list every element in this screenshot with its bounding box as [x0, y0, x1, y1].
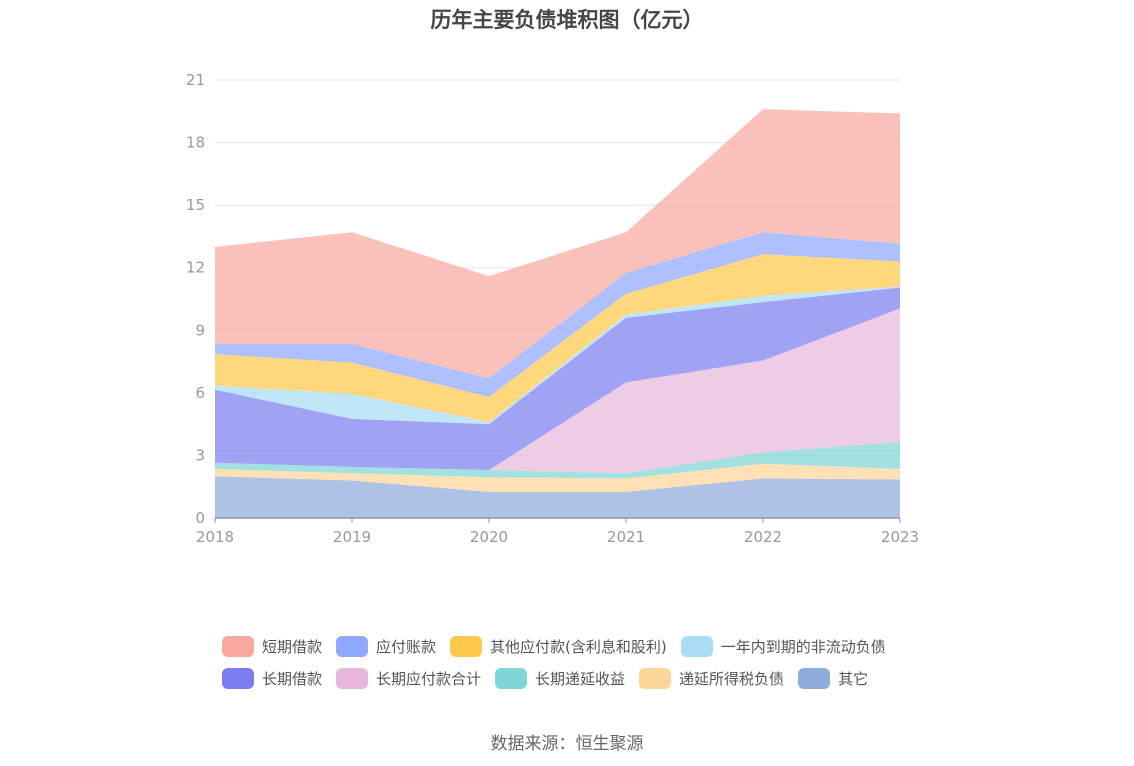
legend-swatch — [336, 667, 369, 689]
legend-swatch — [680, 635, 713, 657]
legend-label: 递延所得税负债 — [679, 669, 785, 688]
legend-item[interactable]: 其它 — [798, 667, 869, 689]
legend-label: 长期应付款合计 — [376, 669, 482, 688]
legend-label: 长期借款 — [262, 669, 323, 688]
x-tick-label: 2022 — [744, 528, 782, 546]
legend-label: 长期递延收益 — [535, 669, 626, 688]
legend-item[interactable]: 长期借款 — [222, 667, 323, 689]
legend-item[interactable]: 应付账款 — [336, 635, 437, 657]
legend-item[interactable]: 其他应付款(含利息和股利) — [450, 635, 667, 657]
legend: 短期借款 应付账款 其他应付款(含利息和股利) 一年内到期的非流动负债长期借款 长期应付… — [222, 630, 942, 694]
legend-swatch — [336, 635, 369, 657]
legend-swatch — [495, 667, 528, 689]
y-tick-label: 15 — [186, 196, 205, 214]
source-note: 数据来源：恒生聚源 — [490, 734, 644, 754]
axes: 0 3 6 9 12 15 18 21 2018 2019 2020 2021 2022 2023 — [186, 71, 919, 546]
x-tick-label: 2021 — [607, 528, 645, 546]
y-tick-label: 6 — [195, 384, 205, 402]
x-tick-label: 2018 — [196, 528, 234, 546]
y-tick-label: 18 — [186, 134, 205, 152]
area-series-8 — [215, 109, 900, 379]
legend-label: 应付账款 — [376, 637, 437, 656]
area-series-7 — [215, 232, 900, 397]
legend-item[interactable]: 长期递延收益 — [495, 667, 626, 689]
legend-item[interactable]: 一年内到期的非流动负债 — [680, 635, 886, 657]
legend-item[interactable]: 短期借款 — [222, 635, 323, 657]
legend-row: 短期借款 应付账款 其他应付款(含利息和股利) 一年内到期的非流动负债 — [222, 630, 942, 662]
x-tick-label: 2020 — [470, 528, 508, 546]
area-series-4 — [215, 287, 900, 470]
x-tick-label: 2023 — [881, 528, 919, 546]
legend-item[interactable]: 长期应付款合计 — [336, 667, 482, 689]
stacked-areas — [215, 109, 900, 518]
y-tick-label: 9 — [195, 321, 205, 339]
legend-swatch — [639, 667, 672, 689]
legend-swatch — [222, 635, 254, 657]
area-series-0 — [215, 476, 900, 518]
chart-title: 历年主要负债堆积图（亿元） — [430, 8, 704, 32]
legend-row: 长期借款 长期应付款合计 长期递延收益 递延所得税负债 其它 — [222, 662, 942, 694]
legend-item[interactable]: 递延所得税负债 — [639, 667, 785, 689]
legend-swatch — [222, 667, 254, 689]
x-tick-label: 2019 — [333, 528, 371, 546]
chart-area: 0 3 6 9 12 15 18 21 2018 2019 2020 2021 2022 2023 — [186, 71, 919, 546]
legend-label: 短期借款 — [262, 637, 323, 656]
legend-label: 一年内到期的非流动负债 — [720, 637, 886, 656]
legend-swatch — [798, 667, 831, 689]
area-series-6 — [215, 254, 900, 423]
area-series-3 — [215, 308, 900, 474]
y-tick-label: 21 — [186, 71, 205, 89]
y-tick-label: 0 — [195, 509, 205, 527]
area-series-2 — [215, 441, 900, 479]
y-tick-label: 12 — [186, 259, 205, 277]
legend-label: 其他应付款(含利息和股利) — [490, 637, 667, 656]
legend-label: 其它 — [838, 669, 869, 688]
area-series-1 — [215, 463, 900, 492]
y-tick-label: 3 — [195, 446, 205, 464]
legend-swatch — [450, 635, 483, 657]
